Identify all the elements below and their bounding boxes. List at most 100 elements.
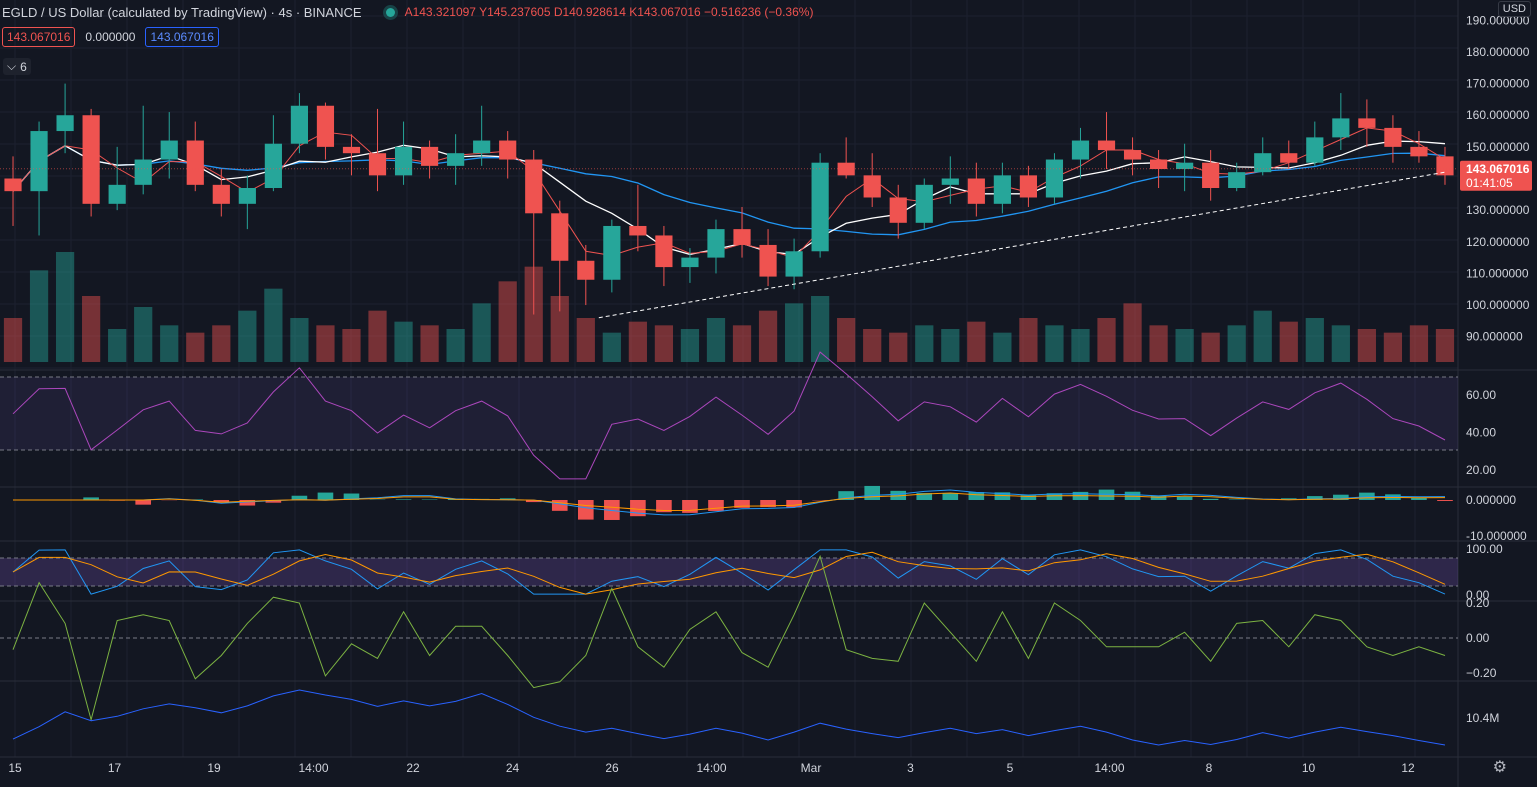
last-price-tag bbox=[1460, 160, 1532, 191]
volume-bar bbox=[316, 325, 335, 362]
volume-bar bbox=[3, 318, 23, 362]
price-axis-label: 110.000000 bbox=[1466, 266, 1529, 280]
macd-histogram-bar bbox=[942, 493, 959, 500]
currency-button[interactable]: USD bbox=[1497, 1, 1531, 17]
macd-histogram-bar bbox=[1046, 493, 1063, 500]
ma-mid-line bbox=[12, 140, 1446, 256]
candle bbox=[733, 229, 751, 245]
candle bbox=[915, 184, 933, 223]
volume-bar bbox=[1435, 329, 1455, 362]
volume-bar bbox=[758, 310, 778, 362]
ohlc-values: A143.321097 Y145.237605 D140.928614 K143… bbox=[405, 5, 814, 19]
volume-bar bbox=[628, 321, 647, 362]
candle bbox=[134, 159, 152, 185]
volume-bar bbox=[1201, 332, 1220, 362]
candle bbox=[473, 140, 491, 154]
volume-bar bbox=[837, 318, 856, 362]
symbol-legend[interactable]: EGLD / US Dollar (calculated by TradingV… bbox=[0, 2, 813, 22]
osc-axis-label: −0.20 bbox=[1466, 666, 1497, 680]
volume-bar bbox=[29, 270, 49, 362]
volume-bar bbox=[1357, 329, 1376, 362]
volume-bar bbox=[238, 310, 257, 362]
price-axis-label: 160.000000 bbox=[1466, 108, 1530, 122]
gear-icon[interactable]: ⚙ bbox=[1492, 759, 1507, 776]
rsi-axis-label: 60.00 bbox=[1466, 388, 1496, 402]
macd-histogram-bar bbox=[213, 500, 230, 503]
price-axis-label: 150.000000 bbox=[1466, 140, 1530, 154]
volume-bar bbox=[1383, 332, 1403, 362]
macd-histogram-bar bbox=[577, 500, 594, 520]
macd-histogram-bar bbox=[499, 498, 516, 500]
candle bbox=[1384, 127, 1402, 147]
high-value: Y145.237605 bbox=[479, 5, 551, 19]
candle bbox=[889, 197, 907, 223]
volume-bar bbox=[1227, 325, 1246, 362]
volume-bar bbox=[1097, 318, 1116, 362]
candle bbox=[160, 140, 178, 160]
ma2-value: 0.000000 bbox=[85, 30, 136, 44]
time-axis-label: 5 bbox=[1007, 761, 1014, 775]
rsi-line bbox=[12, 351, 1446, 480]
candle bbox=[577, 260, 595, 280]
volume-bar bbox=[264, 288, 283, 362]
macd-line bbox=[13, 489, 1446, 516]
time-axis-label: Mar bbox=[801, 761, 822, 775]
candle bbox=[238, 188, 256, 204]
market-status-icon bbox=[385, 7, 395, 17]
volume-bar bbox=[342, 329, 361, 362]
candle bbox=[56, 115, 74, 132]
volume-bar bbox=[134, 307, 153, 362]
volume-bar bbox=[1071, 329, 1090, 362]
candle bbox=[447, 153, 465, 166]
macd-histogram-bar bbox=[734, 500, 750, 508]
volume-bar bbox=[368, 310, 387, 362]
macd-histogram-bar bbox=[551, 500, 568, 511]
macd-histogram-bar bbox=[1176, 496, 1193, 500]
vol-axis-label: 10.4M bbox=[1466, 711, 1499, 725]
stoch-axis-label: 100.00 bbox=[1466, 542, 1503, 556]
candle bbox=[1332, 118, 1350, 138]
candle bbox=[603, 225, 621, 280]
macd-axis-label: 0.000000 bbox=[1466, 493, 1516, 507]
volume-bar bbox=[654, 325, 674, 362]
macd-histogram-bar bbox=[786, 500, 802, 508]
indicators-collapse-button[interactable]: ⌵ 6 bbox=[3, 58, 31, 75]
price-axis-label: 90.000000 bbox=[1466, 330, 1523, 344]
low-value: D140.928614 bbox=[553, 5, 626, 19]
symbol-title[interactable]: EGLD / US Dollar (calculated by TradingV… bbox=[2, 4, 362, 20]
candle bbox=[1410, 146, 1428, 157]
time-axis-label: 22 bbox=[406, 761, 420, 775]
candle bbox=[1097, 140, 1116, 151]
candle bbox=[108, 184, 126, 204]
macd-histogram-bar bbox=[682, 500, 698, 513]
macd-histogram-bar bbox=[656, 500, 672, 513]
candle bbox=[1045, 159, 1064, 198]
candle bbox=[1436, 156, 1454, 176]
candle bbox=[655, 235, 673, 268]
macd-histogram-bar bbox=[1150, 495, 1167, 500]
macd-histogram-bar bbox=[265, 500, 282, 503]
volume-bar bbox=[446, 329, 465, 362]
osc-axis-label: 0.00 bbox=[1466, 631, 1490, 645]
macd-histogram-bar bbox=[1306, 496, 1323, 500]
time-axis-label: 14:00 bbox=[1094, 761, 1124, 775]
macd-histogram-bar bbox=[525, 500, 542, 503]
candle bbox=[499, 140, 517, 160]
candle bbox=[811, 162, 829, 252]
volume-bar bbox=[602, 332, 621, 362]
time-axis-label: 8 bbox=[1206, 761, 1213, 775]
candle bbox=[420, 146, 439, 166]
time-axis-label: 19 bbox=[207, 761, 221, 775]
volume-bar bbox=[1409, 325, 1429, 362]
volume-bar bbox=[680, 329, 700, 362]
volume-bar bbox=[186, 332, 205, 362]
macd-histogram-bar bbox=[317, 492, 334, 500]
rsi-band bbox=[0, 377, 1458, 450]
candle bbox=[1019, 175, 1038, 198]
candle bbox=[394, 146, 413, 176]
candle bbox=[629, 225, 647, 236]
open-value: A143.321097 bbox=[404, 5, 476, 19]
macd-histogram-bar bbox=[1202, 498, 1219, 500]
macd-histogram-bar bbox=[630, 500, 646, 517]
